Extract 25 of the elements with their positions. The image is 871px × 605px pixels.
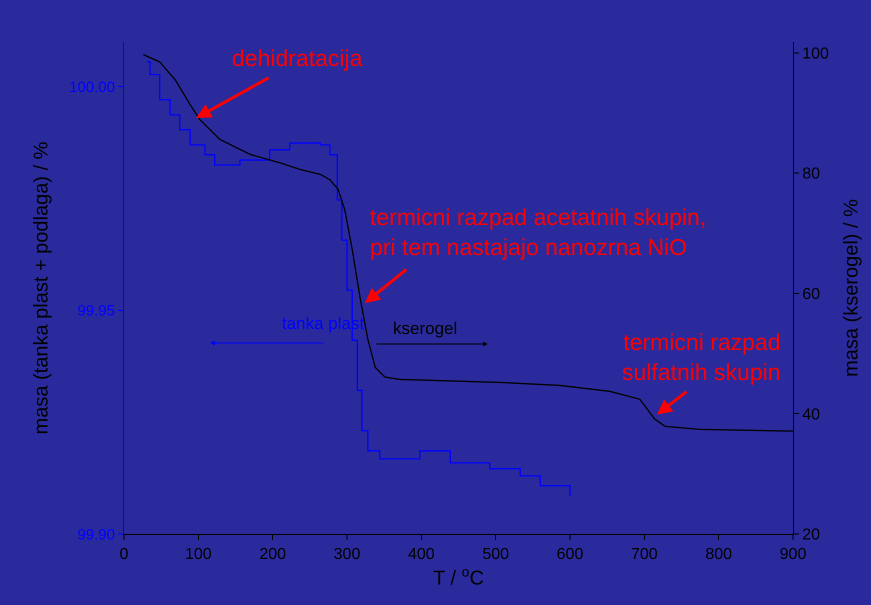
x-tick-label: 300 (334, 546, 360, 564)
y-tick-label: 99.95 (77, 302, 115, 320)
y2-tick-label: 40 (802, 406, 820, 424)
x-tick-label: 700 (630, 546, 658, 564)
x-tick-label: 0 (120, 546, 129, 564)
y-axis-title: masa (tanka plast + podlaga) / % (30, 141, 53, 434)
y2-axis-title: masa (kserogel) / % (840, 198, 862, 377)
x-tick-label: 100 (184, 546, 212, 564)
x-axis-title: T / $^{o}$C (433, 563, 484, 590)
x-tick-label: 500 (482, 546, 510, 564)
y2-tick-label: 100 (802, 45, 829, 62)
annotation: termicni razpad sulfatnih skupin (622, 329, 781, 385)
y-tick-label: 99.90 (77, 526, 115, 544)
x-tick-label: 800 (705, 546, 732, 564)
x-tick-label: 900 (780, 546, 806, 564)
x-tick-label: 200 (259, 546, 286, 564)
y2-tick-label: 60 (802, 286, 820, 304)
x-tick-label: 400 (408, 546, 435, 564)
x-tick-label: 600 (556, 546, 584, 564)
annotation: dehidratacija (232, 45, 363, 71)
y2-tick-label: 20 (802, 526, 820, 544)
series-label: kserogel (393, 319, 458, 338)
y-tick-label: 100.00 (69, 78, 115, 96)
y2-tick-label: 80 (802, 166, 820, 183)
annotation: termicni razpad acetatnih skupin, pri tem nastajajo nanozrna NiO (370, 204, 706, 260)
